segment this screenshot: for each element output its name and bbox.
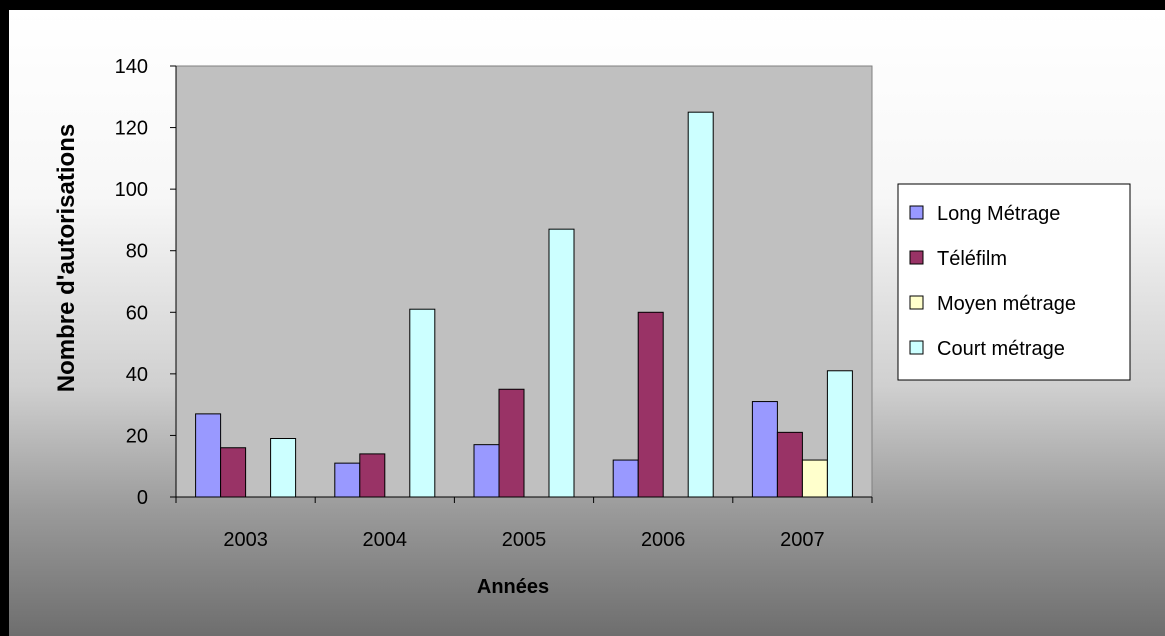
bar-2007-series-3 [826,370,853,498]
y-ticks: 0 20 40 60 80 100 120 140 [115,56,176,509]
legend-box [897,183,1131,381]
legend-swatch [909,295,924,310]
legend-swatch [909,205,924,220]
x-axis-title: Années [477,576,549,598]
y-tick-label: 120 [115,118,148,140]
legend-label: Moyen métrage [937,293,1076,315]
bar-2006-series-1 [637,311,664,498]
axes-layer [175,66,872,498]
bar-2003-series-1 [220,447,247,498]
y-tick-label: 140 [115,56,148,78]
bar-2004-series-3 [409,308,436,498]
bar-2005-series-3 [548,228,575,498]
bar-2005-series-1 [498,388,525,498]
legend-label: Court métrage [937,338,1065,360]
legend-items: Long Métrage Téléfilm Moyen métrage Court m… [909,203,1076,360]
x-tick-label: 2006 [641,529,686,551]
bar-2004-series-0 [334,462,361,498]
x-tick-label: 2004 [363,529,408,551]
x-ticks: 2003 2004 2005 2006 2007 [175,497,873,551]
bar-2003-series-3 [270,438,297,498]
bar-2007-series-0 [751,401,778,498]
bar-2007-series-1 [776,431,803,498]
x-tick-label: 2007 [780,529,825,551]
y-tick-label: 0 [137,487,148,509]
bar-2005-series-0 [473,444,500,498]
x-tick-label: 2005 [502,529,547,551]
legend-swatch [909,340,924,355]
legend-swatch [909,250,924,265]
legend: Long Métrage Téléfilm Moyen métrage Court m… [897,183,1131,381]
bar-2007-series-2 [801,459,828,498]
legend-label: Téléfilm [937,248,1007,270]
bar-2003-series-0 [195,413,222,498]
bars-layer [195,111,853,498]
y-tick-label: 20 [126,425,148,447]
legend-label: Long Métrage [937,203,1060,225]
bar-2006-series-0 [612,459,639,498]
y-tick-label: 100 [115,179,148,201]
bar-2006-series-3 [687,111,714,498]
x-tick-label: 2003 [223,529,268,551]
y-tick-label: 40 [126,364,148,386]
bar-2004-series-1 [359,453,386,498]
y-tick-label: 80 [126,241,148,263]
y-axis-title: Nombre d'autorisations [53,124,80,392]
y-tick-label: 60 [126,302,148,324]
